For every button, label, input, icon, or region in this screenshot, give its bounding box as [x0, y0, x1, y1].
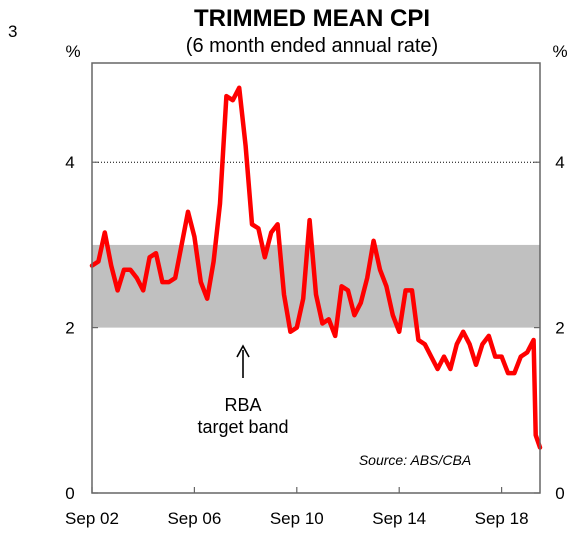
- plot-frame: [91, 62, 541, 494]
- y-tick-label-right: 0: [555, 484, 564, 503]
- page-number: 3: [8, 22, 17, 41]
- x-tick-label: Sep 06: [167, 509, 221, 528]
- y-tick-label-left: 2: [65, 319, 74, 338]
- chart-subtitle: (6 month ended annual rate): [186, 35, 438, 57]
- chart-title: TRIMMED MEAN CPI: [194, 5, 430, 32]
- x-tick-label: Sep 14: [372, 509, 426, 528]
- x-tick-label: Sep 10: [270, 509, 324, 528]
- y-axis-unit-right: %: [552, 42, 567, 61]
- y-tick-label-left: 4: [65, 153, 74, 172]
- x-tick-label: Sep 02: [65, 509, 119, 528]
- y-ticks-right: 0 2 4: [534, 153, 565, 503]
- band-label-line-1: RBA: [224, 395, 261, 415]
- x-axis-ticks: Sep 02 Sep 06 Sep 10 Sep 14 Sep 18: [65, 487, 529, 528]
- y-tick-label-right: 2: [555, 319, 564, 338]
- y-tick-label-right: 4: [555, 153, 564, 172]
- annotation-arrowhead: [236, 344, 250, 358]
- band-label-line-2: target band: [197, 417, 288, 437]
- band-annotation: RBA target band: [197, 344, 289, 437]
- y-axis-unit-left: %: [65, 42, 80, 61]
- source-note: Source: ABS/CBA: [359, 452, 471, 468]
- y-ticks-left: 0 2 4: [65, 153, 98, 503]
- series-line-trimmed-mean: [89, 85, 543, 450]
- x-tick-label: Sep 18: [475, 509, 529, 528]
- y-tick-label-left: 0: [65, 484, 74, 503]
